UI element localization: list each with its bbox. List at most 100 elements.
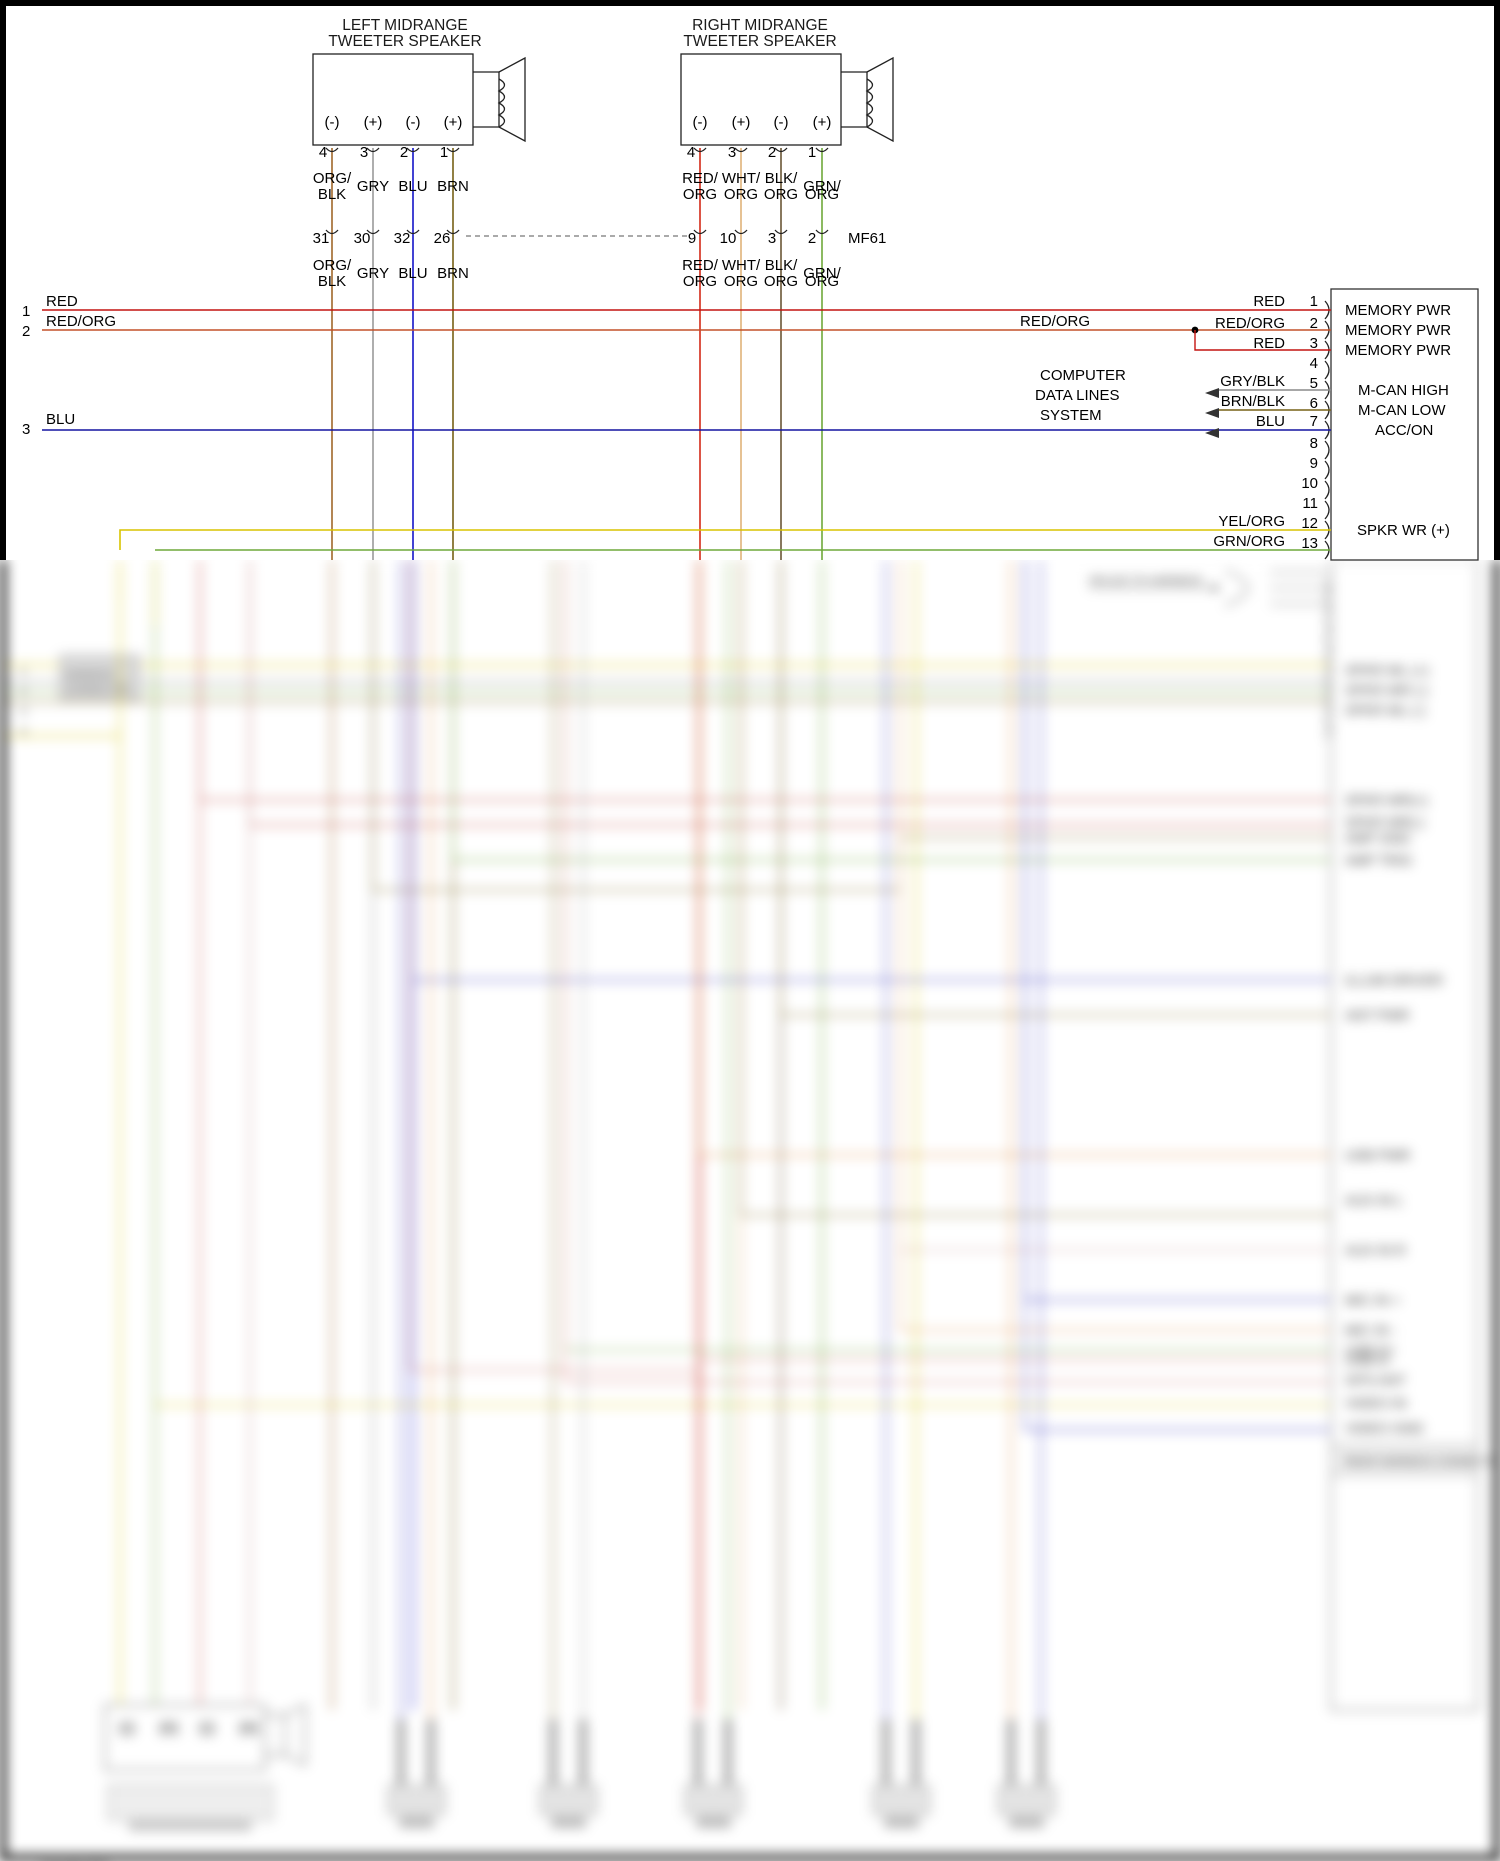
svg-text:TWEETER SPEAKER: TWEETER SPEAKER <box>328 33 481 50</box>
svg-text:(+): (+) <box>160 1719 178 1735</box>
svg-text:3: 3 <box>360 144 368 161</box>
svg-text:3: 3 <box>728 144 736 161</box>
svg-text:GRY: GRY <box>357 265 389 282</box>
svg-text:GPS ANT: GPS ANT <box>1345 1372 1406 1388</box>
svg-text:11: 11 <box>1302 495 1318 512</box>
svg-text:AMP TRIG: AMP TRIG <box>1345 852 1412 868</box>
svg-text:9: 9 <box>688 230 696 247</box>
svg-text:(+): (+) <box>240 1719 258 1735</box>
svg-text:5: 5 <box>1310 375 1318 392</box>
svg-text:(+): (+) <box>732 114 751 131</box>
svg-text:REAR HARNESS CONNECTOR: REAR HARNESS CONNECTOR <box>1345 1456 1500 1468</box>
svg-text:RED: RED <box>1253 293 1285 310</box>
svg-text:SPLICE TO HARNESS: SPLICE TO HARNESS <box>1089 575 1202 587</box>
svg-text:12: 12 <box>1301 515 1318 532</box>
svg-text:BLK/: BLK/ <box>765 257 798 274</box>
svg-text:(-): (-) <box>774 114 789 131</box>
svg-text:M-CAN LOW: M-CAN LOW <box>1358 402 1446 419</box>
svg-text:RED/: RED/ <box>682 170 719 187</box>
svg-text:WHT/: WHT/ <box>722 170 761 187</box>
svg-text:YEL/ORG: YEL/ORG <box>1218 513 1285 530</box>
svg-text:3: 3 <box>768 230 776 247</box>
svg-text:AMP GND: AMP GND <box>1345 830 1410 846</box>
svg-text:MEMORY PWR: MEMORY PWR <box>1345 342 1451 359</box>
svg-text:SPKR WR (+): SPKR WR (+) <box>1357 522 1450 539</box>
svg-text:TWEETER SPEAKER: TWEETER SPEAKER <box>683 33 836 50</box>
svg-text:3: 3 <box>22 421 30 438</box>
svg-text:VIDEO IN: VIDEO IN <box>1345 1395 1406 1411</box>
svg-text:COMPUTER: COMPUTER <box>1040 367 1126 384</box>
svg-text:BLU: BLU <box>398 178 427 195</box>
svg-text:GRY: GRY <box>357 178 389 195</box>
svg-text:SPKR WR(+): SPKR WR(+) <box>1345 792 1428 808</box>
svg-text:BLK/: BLK/ <box>765 170 798 187</box>
svg-text:10: 10 <box>1301 475 1318 492</box>
svg-text:MIC IN -: MIC IN - <box>1345 1322 1397 1338</box>
svg-text:9: 9 <box>1310 455 1318 472</box>
svg-text:AUX IN L: AUX IN L <box>1345 1192 1404 1208</box>
svg-text:ANT PWR: ANT PWR <box>1345 1007 1409 1023</box>
svg-text:USB D-: USB D- <box>1345 1352 1393 1368</box>
svg-text:RED/ORG: RED/ORG <box>1020 313 1090 330</box>
svg-text:RIGHT MIDRANGE: RIGHT MIDRANGE <box>692 17 828 34</box>
svg-text:LEFT MIDRANGE: LEFT MIDRANGE <box>342 17 467 34</box>
svg-text:13: 13 <box>1301 535 1318 552</box>
svg-text:VIDEO GND: VIDEO GND <box>1345 1420 1424 1436</box>
svg-text:BLK: BLK <box>318 273 346 290</box>
svg-text:BRN/BLK: BRN/BLK <box>1221 393 1285 410</box>
svg-text:MIC IN +: MIC IN + <box>1345 1292 1401 1308</box>
svg-text:ACC/ON: ACC/ON <box>1375 422 1433 439</box>
svg-text:ORG: ORG <box>764 273 798 290</box>
svg-text:4: 4 <box>1310 355 1318 372</box>
svg-text:BRN: BRN <box>437 178 469 195</box>
svg-text:30: 30 <box>354 230 371 247</box>
svg-text:ORG/: ORG/ <box>313 170 352 187</box>
svg-text:MEMORY PWR: MEMORY PWR <box>1345 302 1451 319</box>
svg-text:4: 4 <box>20 726 26 738</box>
svg-text:1: 1 <box>22 303 30 320</box>
svg-text:BLU: BLU <box>1256 413 1285 430</box>
svg-text:SPKR WR (-): SPKR WR (-) <box>1345 682 1428 698</box>
svg-text:ORG: ORG <box>805 186 839 203</box>
svg-text:3: 3 <box>1310 335 1318 352</box>
svg-text:ORG: ORG <box>724 273 758 290</box>
svg-text:(-): (-) <box>120 1719 134 1735</box>
svg-text:10: 10 <box>720 230 737 247</box>
svg-text:ORG: ORG <box>724 186 758 203</box>
svg-text:BRN: BRN <box>437 265 469 282</box>
svg-text:2: 2 <box>20 686 26 698</box>
svg-text:RED: RED <box>1253 335 1285 352</box>
svg-text:2: 2 <box>22 323 30 340</box>
svg-text:GRN/ORG: GRN/ORG <box>1213 533 1285 550</box>
svg-text:BLU: BLU <box>46 411 75 428</box>
svg-text:2: 2 <box>808 230 816 247</box>
svg-text:4: 4 <box>319 144 327 161</box>
svg-text:DATA LINES: DATA LINES <box>1035 387 1119 404</box>
svg-text:(+): (+) <box>364 114 383 131</box>
svg-text:7: 7 <box>1310 413 1318 430</box>
svg-text:31: 31 <box>313 230 330 247</box>
svg-text:26: 26 <box>434 230 451 247</box>
svg-text:3: 3 <box>20 706 26 718</box>
svg-text:GRY/BLK: GRY/BLK <box>1220 373 1285 390</box>
svg-text:RED/: RED/ <box>682 257 719 274</box>
svg-text:2: 2 <box>1310 315 1318 332</box>
svg-text:(-): (-) <box>693 114 708 131</box>
svg-text:(+): (+) <box>444 114 463 131</box>
svg-text:ORG: ORG <box>805 273 839 290</box>
svg-text:2: 2 <box>768 144 776 161</box>
svg-text:BLK: BLK <box>318 186 346 203</box>
svg-text:BLU: BLU <box>398 265 427 282</box>
svg-text:HARNESS: HARNESS <box>65 670 114 681</box>
svg-text:1: 1 <box>808 144 816 161</box>
svg-text:WHT/: WHT/ <box>722 257 761 274</box>
svg-text:SPKR WL (+): SPKR WL (+) <box>1345 662 1429 678</box>
svg-text:M-CAN HIGH: M-CAN HIGH <box>1358 382 1449 399</box>
svg-text:RED/ORG: RED/ORG <box>1215 315 1285 332</box>
svg-text:AUX IN R: AUX IN R <box>1345 1242 1406 1258</box>
svg-text:2: 2 <box>400 144 408 161</box>
svg-text:SPKR WL (-): SPKR WL (-) <box>1345 702 1425 718</box>
svg-text:SPKR WR(-): SPKR WR(-) <box>1345 814 1424 830</box>
svg-text:ORG: ORG <box>764 186 798 203</box>
svg-text:RED: RED <box>46 293 78 310</box>
